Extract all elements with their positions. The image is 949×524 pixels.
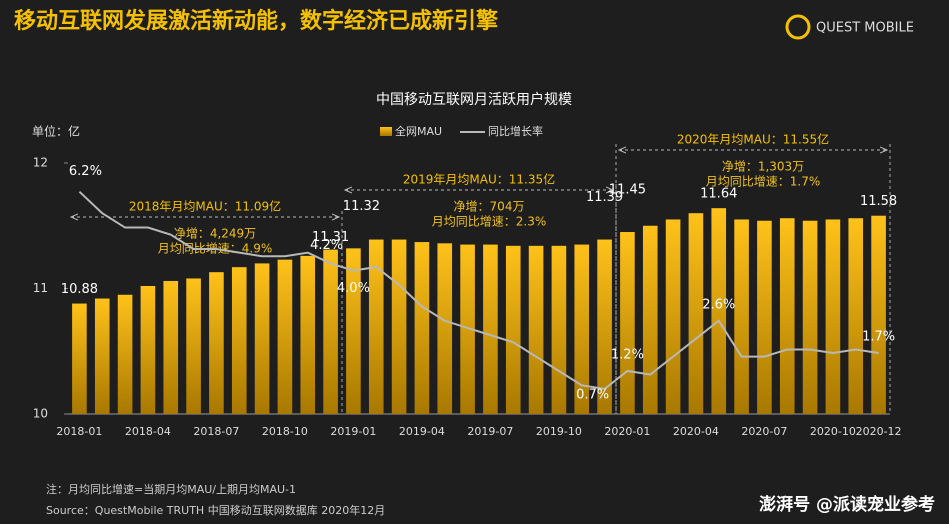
- bar: [642, 225, 658, 414]
- bar: [117, 294, 133, 414]
- bar-value-label: 11.31: [312, 230, 349, 245]
- bar-value-label: 11.32: [343, 199, 380, 214]
- bar: [277, 259, 293, 414]
- x-tick-label: 2018-04: [125, 425, 171, 438]
- line-value-label: 1.7%: [862, 330, 895, 345]
- bar: [551, 245, 567, 414]
- bar: [711, 208, 727, 414]
- legend-label: 全网MAU: [395, 124, 442, 138]
- bar-value-label: 11.39: [586, 190, 623, 205]
- bar: [254, 263, 270, 414]
- bar: [300, 255, 316, 414]
- chart-title: 中国移动互联网月活跃用户规模: [376, 91, 572, 108]
- bar: [231, 267, 247, 414]
- bar: [460, 244, 475, 414]
- bar: [186, 278, 201, 414]
- period-note: 净增：4,249万: [174, 227, 256, 241]
- logo: QUEST MOBILE: [816, 21, 914, 36]
- bar: [391, 239, 407, 414]
- period-heading: 2018年月均MAU：11.09亿: [129, 199, 281, 214]
- x-tick-label: 2020-10: [810, 425, 856, 438]
- y-tick-label: 11: [33, 281, 48, 295]
- line-value-label: 2.6%: [702, 297, 735, 312]
- y-tick-label: 10: [33, 407, 48, 421]
- bar: [140, 285, 156, 414]
- y-tick-label: 12: [33, 156, 48, 170]
- x-tick-label: 2019-10: [536, 425, 582, 438]
- bar-value-label: 11.45: [609, 183, 646, 198]
- bar: [209, 272, 224, 414]
- growth-line: [78, 190, 879, 390]
- bar: [665, 219, 681, 414]
- bar: [323, 249, 338, 414]
- footnote: 注：月均同比增速=当期月均MAU/上期月均MAU-1: [46, 482, 296, 496]
- bar: [483, 244, 498, 414]
- bar: [505, 245, 521, 414]
- slide-title: 移动互联网发展激活新动能，数字经济已成新引擎: [14, 8, 498, 34]
- x-tick-label: 2020-04: [673, 425, 719, 438]
- bar-value-label: 10.88: [61, 282, 98, 297]
- x-tick-label: 2020-01: [604, 425, 650, 438]
- line-value-label: 0.7%: [576, 387, 609, 402]
- bar: [688, 213, 704, 414]
- line-value-label: 6.2%: [69, 164, 102, 179]
- bar-value-label: 11.58: [860, 194, 897, 209]
- period-note: 净增：1,303万: [722, 160, 804, 174]
- bar-value-label: 11.64: [700, 187, 737, 202]
- bar: [437, 243, 453, 414]
- x-tick-label: 2018-10: [262, 425, 308, 438]
- bar: [574, 244, 590, 414]
- bar: [734, 219, 749, 414]
- bar: [802, 220, 818, 414]
- x-tick-label: 2019-07: [467, 425, 513, 438]
- unit-label: 单位：亿: [32, 124, 80, 139]
- bar: [94, 298, 110, 414]
- period-note: 净增：704万: [454, 200, 525, 214]
- line-value-label: 4.2%: [310, 238, 343, 253]
- watermark: 澎湃号 @派读宠业参考: [759, 494, 935, 515]
- period-heading: 2020年月均MAU：11.55亿: [677, 132, 829, 147]
- x-tick-label: 2019-04: [399, 425, 445, 438]
- bar: [414, 242, 430, 414]
- source: Source：QuestMobile TRUTH 中国移动互联网数据库 2020…: [46, 503, 385, 517]
- bar: [779, 218, 795, 414]
- logo-icon: [785, 14, 811, 40]
- x-tick-label: 2020-07: [741, 425, 787, 438]
- bar: [368, 239, 384, 414]
- period-note: 月均同比增速：2.3%: [432, 215, 547, 229]
- bar: [346, 248, 361, 414]
- bar: [163, 280, 179, 414]
- plot: 10 11 12 2018-01 2018-04 2018-07 2018-10 2019-0…: [33, 132, 902, 439]
- legend-swatch: [380, 127, 392, 136]
- x-tick-label: 2020-12: [856, 425, 902, 438]
- bar: [848, 218, 864, 414]
- bar: [528, 245, 544, 414]
- bar: [620, 232, 635, 414]
- bar: [72, 303, 87, 414]
- bar: [597, 239, 612, 414]
- period-note: 月均同比增速：1.7%: [706, 175, 821, 189]
- x-tick-label: 2018-07: [193, 425, 239, 438]
- bar: [757, 220, 772, 414]
- bar: [825, 219, 841, 414]
- x-tick-label: 2019-01: [330, 425, 376, 438]
- period-heading: 2019年月均MAU：11.35亿: [403, 172, 555, 187]
- line-value-label: 1.2%: [611, 347, 644, 362]
- line-value-label: 4.0%: [337, 281, 370, 296]
- x-tick-label: 2018-01: [56, 425, 102, 438]
- bar: [871, 215, 886, 414]
- legend-label: 同比增长率: [488, 124, 543, 138]
